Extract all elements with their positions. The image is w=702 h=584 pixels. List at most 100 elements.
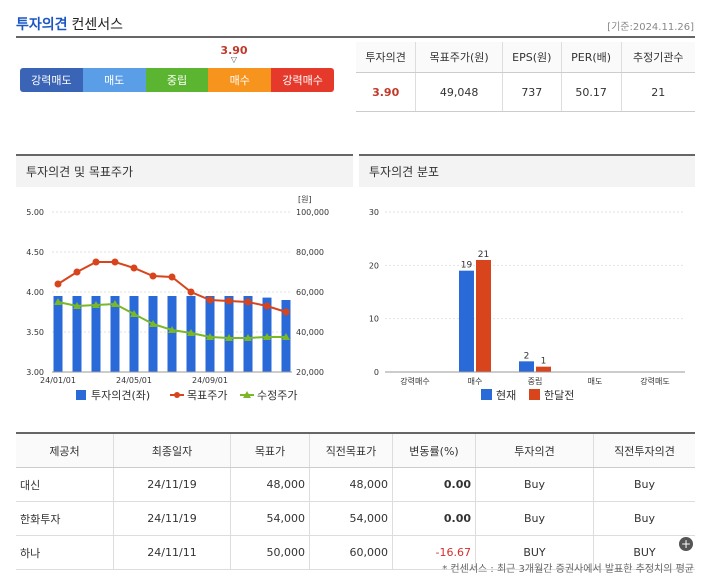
distribution-bar bbox=[459, 270, 474, 372]
y-tick: 10 bbox=[369, 315, 379, 324]
scale-strong-buy: 강력매수 bbox=[271, 68, 334, 92]
target-price-point bbox=[244, 298, 252, 306]
adj-price-point bbox=[73, 302, 81, 309]
target-price-point bbox=[187, 288, 195, 296]
adj-price-point bbox=[206, 333, 214, 340]
col-opinion: 투자의견 bbox=[475, 433, 594, 468]
legend-label: 수정주가 bbox=[257, 389, 297, 402]
opinion-bar bbox=[167, 296, 177, 372]
y-left-tick: 4.50 bbox=[26, 248, 44, 257]
page-title: 투자의견 컨센서스 bbox=[16, 14, 123, 34]
opinion-bar bbox=[110, 296, 120, 372]
col-prev-target: 직전목표가 bbox=[309, 433, 393, 468]
table-row: 한화투자 24/11/19 54,000 54,000 0.00 Buy Buy bbox=[16, 501, 695, 536]
legend-label: 목표주가 bbox=[187, 389, 227, 402]
legend-swatch bbox=[76, 390, 86, 400]
title-main: 투자의견 bbox=[16, 17, 68, 33]
target-price-point bbox=[92, 258, 100, 266]
x-tick: 24/05/01 bbox=[116, 376, 152, 385]
data-label: 19 bbox=[461, 261, 473, 271]
analyst-table: 제공처 최종일자 목표가 직전목표가 변동률(%) 투자의견 직전투자의견 대신… bbox=[16, 432, 695, 570]
target-price-point bbox=[54, 280, 62, 288]
distribution-bar bbox=[536, 366, 551, 372]
legend-marker bbox=[174, 392, 180, 398]
y-right-tick: 60,000 bbox=[296, 288, 324, 297]
x-tick: 매수 bbox=[468, 377, 483, 386]
target-price-point bbox=[149, 272, 157, 280]
opinion-scale: 강력매도 매도 중립 매수 강력매수 bbox=[20, 68, 334, 92]
left-panel-title: 투자의견 및 목표주가 bbox=[16, 154, 353, 187]
right-panel-title: 투자의견 분포 bbox=[359, 154, 695, 187]
col-change: 변동률(%) bbox=[392, 433, 476, 468]
target-price-point bbox=[73, 268, 81, 276]
summary-target-price: 49,048 bbox=[415, 72, 503, 112]
summary-institutions: 21 bbox=[620, 72, 695, 112]
scale-buy: 매수 bbox=[208, 68, 272, 92]
adj-price-point bbox=[54, 298, 62, 305]
data-label: 21 bbox=[478, 250, 489, 260]
x-tick: 매도 bbox=[588, 377, 603, 386]
y-left-tick: 4.00 bbox=[26, 288, 44, 297]
table-row: 하나 24/11/11 50,000 60,000 -16.67 BUY BUY bbox=[16, 535, 695, 570]
table-row: 대신 24/11/19 48,000 48,000 0.00 Buy Buy bbox=[16, 467, 695, 502]
summary-per: 50.17 bbox=[560, 72, 622, 112]
target-price-point bbox=[130, 264, 138, 272]
legend-swatch bbox=[481, 389, 492, 400]
legend-marker bbox=[243, 391, 251, 398]
legend-label: 투자의견(좌) bbox=[91, 389, 150, 402]
summary-header: 목표주가(원) bbox=[415, 42, 503, 73]
data-label: 1 bbox=[541, 357, 547, 367]
data-label: 2 bbox=[524, 351, 530, 361]
adj-price-point bbox=[263, 333, 271, 340]
summary-table: 투자의견 목표주가(원) EPS(원) PER(배) 추정기관수 3.90 49… bbox=[356, 42, 695, 112]
adj-price-point bbox=[187, 329, 195, 336]
y-right-tick: 20,000 bbox=[296, 368, 324, 377]
marker-arrow-icon: ▽ bbox=[230, 55, 238, 64]
scale-sell: 매도 bbox=[82, 68, 146, 92]
opinion-price-chart: 5.00 100,000 4.50 80,000 4.00 60,000 3.50 40,00… bbox=[26, 195, 329, 402]
scale-neutral: 중립 bbox=[145, 68, 209, 92]
opinion-bar bbox=[91, 296, 101, 372]
col-prev-opinion: 직전투자의견 bbox=[593, 433, 695, 468]
summary-header: EPS(원) bbox=[501, 42, 562, 73]
summary-header: 추정기관수 bbox=[620, 42, 695, 73]
x-tick: 강력매수 bbox=[400, 376, 429, 386]
opinion-bar bbox=[53, 296, 63, 372]
legend-label: 현재 bbox=[496, 389, 516, 402]
x-tick: 강력매도 bbox=[640, 376, 669, 386]
legend-label: 한달전 bbox=[544, 389, 574, 402]
y-left-tick: 5.00 bbox=[26, 208, 44, 217]
opinion-bar bbox=[148, 296, 158, 372]
legend-swatch bbox=[529, 389, 540, 400]
distribution-bar bbox=[519, 361, 534, 372]
target-price-point bbox=[111, 258, 119, 266]
target-price-point bbox=[263, 302, 271, 310]
x-tick: 중립 bbox=[528, 377, 543, 386]
adj-price-point bbox=[92, 301, 100, 308]
y-right-tick: 100,000 bbox=[296, 208, 329, 217]
col-target: 목표가 bbox=[230, 433, 310, 468]
adj-price-point bbox=[225, 334, 233, 341]
adj-price-point bbox=[111, 300, 119, 307]
opinion-bar bbox=[129, 296, 139, 372]
adj-price-point bbox=[168, 326, 176, 333]
expand-plus-icon[interactable]: + bbox=[679, 537, 693, 551]
adj-price-point bbox=[282, 333, 290, 340]
summary-header: PER(배) bbox=[560, 42, 622, 73]
y-right-tick: 40,000 bbox=[296, 328, 324, 337]
target-price-point bbox=[168, 273, 176, 281]
adj-price-point bbox=[130, 310, 138, 317]
target-price-point bbox=[225, 297, 233, 305]
target-price-point bbox=[206, 296, 214, 304]
col-date: 최종일자 bbox=[113, 433, 231, 468]
adj-price-point bbox=[149, 320, 157, 327]
y-tick: 30 bbox=[369, 208, 379, 217]
y-tick: 0 bbox=[374, 368, 379, 377]
distribution-bar bbox=[476, 260, 491, 372]
opinion-marker: 3.90 ▽ bbox=[214, 44, 254, 64]
summary-header: 투자의견 bbox=[356, 42, 416, 73]
y-left-tick: 3.50 bbox=[26, 328, 44, 337]
adj-price-point bbox=[244, 334, 252, 341]
y-left-tick: 3.00 bbox=[26, 368, 44, 377]
title-sub: 컨센서스 bbox=[71, 17, 124, 33]
